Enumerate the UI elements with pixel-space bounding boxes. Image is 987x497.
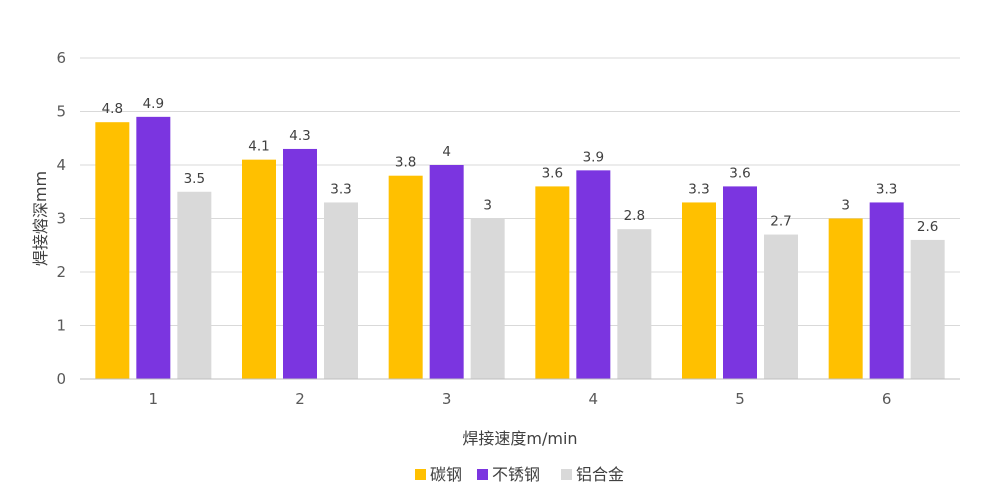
x-axis-title: 焊接速度m/min [462, 429, 577, 448]
legend: 碳钢 不锈钢 铝合金 [415, 465, 624, 484]
bar-铝合金-3 [470, 218, 505, 379]
data-label-铝合金-2: 3.3 [330, 181, 351, 197]
bar-铝合金-2 [324, 202, 358, 379]
bars [95, 116, 945, 379]
legend-label-铝合金: 铝合金 [576, 465, 624, 484]
y-tick-label-6: 6 [56, 49, 66, 67]
data-label-不锈钢-3: 4 [442, 144, 451, 160]
data-label-铝合金-5: 2.7 [770, 214, 791, 230]
x-tick-label-4: 4 [589, 390, 599, 408]
x-tick-label-6: 6 [882, 390, 892, 408]
x-tick-label-1: 1 [149, 390, 159, 408]
y-tick-label-5: 5 [56, 103, 66, 121]
legend-swatch-碳钢 [415, 469, 426, 480]
y-tick-label-1: 1 [56, 317, 66, 335]
data-label-不锈钢-1: 4.9 [143, 96, 164, 112]
bar-不锈钢-4 [576, 170, 611, 379]
bar-碳钢-4 [535, 186, 570, 379]
bar-碳钢-5 [682, 202, 716, 379]
data-label-碳钢-1: 4.8 [102, 101, 123, 117]
bar-碳钢-6 [828, 218, 863, 379]
y-tick-label-4: 4 [56, 156, 66, 174]
y-tick-label-0: 0 [56, 370, 66, 388]
bar-碳钢-2 [242, 159, 276, 379]
bar-铝合金-1 [177, 191, 212, 379]
legend-label-碳钢: 碳钢 [430, 465, 462, 484]
data-label-铝合金-1: 3.5 [184, 171, 205, 187]
y-axis-ticks: 0 1 2 3 4 5 6 [56, 49, 66, 388]
data-label-不锈钢-2: 4.3 [289, 128, 310, 144]
data-label-铝合金-3: 3 [483, 198, 492, 214]
data-label-碳钢-2: 4.1 [248, 139, 269, 155]
y-tick-label-2: 2 [56, 263, 66, 281]
data-label-碳钢-3: 3.8 [395, 155, 416, 171]
bar-不锈钢-3 [429, 165, 464, 379]
data-label-铝合金-6: 2.6 [917, 219, 938, 235]
data-label-碳钢-4: 3.6 [542, 165, 563, 181]
data-label-铝合金-4: 2.8 [624, 208, 645, 224]
data-label-碳钢-6: 3 [841, 198, 850, 214]
legend-label-不锈钢: 不锈钢 [492, 465, 540, 484]
bar-铝合金-6 [910, 239, 945, 379]
bar-碳钢-1 [95, 122, 130, 379]
data-label-碳钢-5: 3.3 [688, 181, 709, 197]
x-axis-ticks: 1 2 3 4 5 6 [149, 390, 892, 408]
bar-不锈钢-5 [723, 186, 757, 379]
gridlines [80, 57, 960, 326]
x-tick-label-5: 5 [735, 390, 745, 408]
bar-不锈钢-6 [869, 202, 904, 379]
legend-swatch-不锈钢 [477, 469, 488, 480]
legend-swatch-铝合金 [561, 469, 572, 480]
bar-不锈钢-2 [283, 148, 317, 379]
bar-铝合金-4 [617, 229, 652, 379]
y-tick-label-3: 3 [56, 210, 66, 228]
data-label-不锈钢-5: 3.6 [729, 165, 750, 181]
bar-不锈钢-1 [136, 116, 171, 379]
x-tick-label-2: 2 [295, 390, 305, 408]
y-axis-title: 焊接熔深mm [31, 171, 50, 266]
data-labels: 4.8 4.9 3.5 4.1 4.3 3.3 3.8 4 3 3.6 3.9 2.8 3.3 3.6 2.… [102, 96, 939, 235]
data-label-不锈钢-6: 3.3 [876, 181, 897, 197]
data-label-不锈钢-4: 3.9 [583, 149, 604, 165]
bar-碳钢-3 [388, 175, 423, 379]
x-tick-label-3: 3 [442, 390, 452, 408]
bar-铝合金-5 [764, 234, 798, 379]
